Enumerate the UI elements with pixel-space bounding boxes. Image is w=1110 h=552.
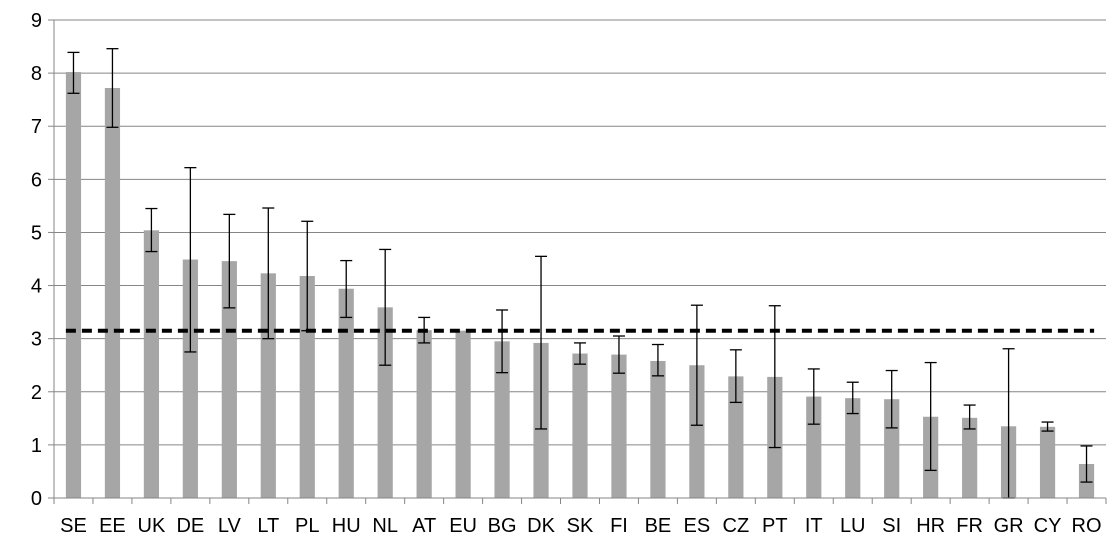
error-bar (340, 259, 353, 319)
x-tick-label: HR (916, 515, 945, 537)
bar (650, 360, 666, 498)
error-bar (885, 369, 898, 429)
y-tick-label: 0 (31, 488, 42, 510)
x-axis-tick-labels: SE EE UK DE LV LT PL HU NL AT EU BG DK SK FI BE ES CZ PT IT… (60, 515, 1101, 537)
bars (65, 72, 1095, 498)
x-tick-label: EE (99, 515, 126, 537)
bar (845, 398, 861, 498)
error-bar (1080, 445, 1093, 483)
x-tick-label: AT (412, 515, 436, 537)
bar (455, 330, 471, 498)
x-tick-label: IT (805, 515, 823, 537)
x-tick-label: CZ (723, 515, 750, 537)
bar (338, 288, 354, 498)
x-tick-label: FR (956, 515, 983, 537)
x-tick-label: GR (994, 515, 1024, 537)
axes (53, 20, 1107, 504)
bar (182, 259, 198, 498)
error-bar (67, 51, 80, 94)
x-tick-label: SI (882, 515, 901, 537)
x-tick-label: FI (610, 515, 628, 537)
bar (494, 341, 510, 498)
error-bar (1041, 421, 1054, 432)
error-bar (924, 361, 937, 472)
x-tick-label: PT (762, 515, 788, 537)
bar (1039, 426, 1056, 498)
bar (611, 354, 627, 498)
error-bar (846, 381, 859, 415)
x-tick-label: RO (1072, 515, 1102, 537)
x-tick-label: LU (840, 515, 866, 537)
x-tick-label: HU (332, 515, 361, 537)
x-tick-label: PL (295, 515, 319, 537)
bar (377, 307, 393, 498)
x-tick-label: SE (60, 515, 87, 537)
y-tick-label: 7 (31, 116, 42, 138)
y-tick-label: 1 (31, 435, 42, 457)
x-tick-label: BG (488, 515, 517, 537)
error-bar (651, 343, 664, 377)
error-bar (807, 368, 820, 425)
error-bar (574, 342, 586, 365)
error-bar (690, 304, 703, 426)
error-bar (262, 207, 275, 340)
bar (884, 399, 900, 498)
bar (689, 365, 705, 498)
x-tick-label: UK (138, 515, 166, 537)
error-bar (106, 48, 119, 128)
y-tick-label: 3 (31, 329, 42, 351)
bar (962, 417, 978, 498)
bar (572, 353, 588, 498)
x-tick-label: LV (218, 515, 242, 537)
error-bar (496, 309, 509, 374)
x-tick-label: ES (684, 515, 711, 537)
error-bar (145, 207, 158, 253)
x-tick-label: SK (567, 515, 594, 537)
y-axis-tick-labels: 0 1 2 3 4 5 6 7 8 9 (31, 10, 42, 510)
x-tick-label: EU (449, 515, 477, 537)
bar (728, 376, 744, 498)
bar (143, 230, 160, 498)
y-tick-label: 5 (31, 222, 42, 244)
y-tick-label: 8 (31, 63, 42, 85)
x-tick-label: DK (527, 515, 555, 537)
y-tick-label: 6 (31, 169, 42, 191)
y-tick-label: 4 (31, 276, 42, 298)
bar (65, 72, 82, 498)
error-bar (963, 404, 976, 430)
bar (806, 396, 822, 498)
bar (104, 87, 121, 498)
bar (416, 330, 432, 498)
x-tick-label: NL (372, 515, 398, 537)
error-bar (379, 248, 392, 366)
error-bar (223, 213, 236, 309)
y-tick-label: 2 (31, 382, 42, 404)
x-tick-label: LT (257, 515, 279, 537)
error-bars (67, 48, 1093, 499)
error-bar (612, 335, 625, 374)
y-tick-label: 9 (31, 10, 42, 32)
error-bar (184, 166, 197, 353)
error-bar (729, 349, 742, 404)
x-tick-label: BE (645, 515, 672, 537)
error-bar (535, 255, 548, 430)
x-tick-label: DE (176, 515, 204, 537)
bar (221, 261, 237, 498)
x-tick-label: CY (1034, 515, 1062, 537)
